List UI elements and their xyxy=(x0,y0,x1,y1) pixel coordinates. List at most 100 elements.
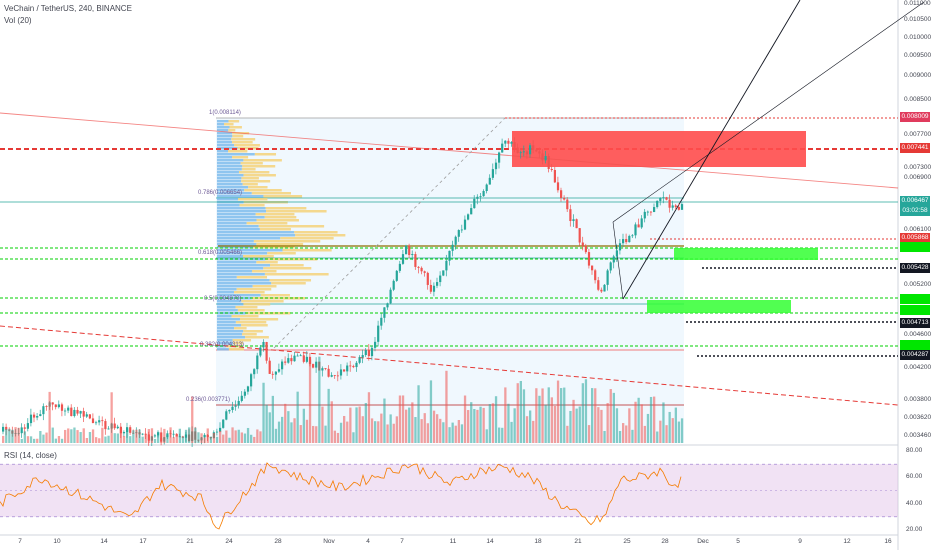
candle-body xyxy=(544,156,547,161)
volume-bar xyxy=(401,395,405,443)
volume-bar xyxy=(268,412,271,443)
volume-profile-bar xyxy=(217,288,237,291)
volume-profile-bar xyxy=(217,270,252,273)
volume-bar xyxy=(222,434,225,443)
volume-profile-bar xyxy=(228,129,236,132)
price-tick-label: 0.006900 xyxy=(904,174,932,181)
candle-body xyxy=(659,197,662,201)
volume-bar xyxy=(33,438,36,443)
candle-body xyxy=(175,433,178,437)
volume-profile-bar xyxy=(217,273,265,276)
volume-bar xyxy=(640,404,643,443)
candle-body xyxy=(231,406,234,410)
volume-bar xyxy=(101,427,104,443)
volume-bar xyxy=(194,427,197,443)
volume-profile-bar xyxy=(217,285,253,288)
volume-profile-bar xyxy=(264,273,329,276)
volume-profile-bar xyxy=(266,210,327,213)
price-tick-label: 0.003620 xyxy=(904,414,932,421)
candle-body xyxy=(259,347,262,356)
candle-body xyxy=(296,355,299,357)
symbol-legend[interactable]: VeChain / TetherUS, 240, BINANCE xyxy=(4,4,132,13)
volume-bar xyxy=(448,427,451,443)
volume-bar xyxy=(532,420,535,443)
candle-body xyxy=(445,260,448,271)
volume-bar xyxy=(253,436,256,443)
fib-level-label: 0.236(0.003771) xyxy=(186,397,231,403)
volume-profile-bar xyxy=(217,219,257,222)
candle-body xyxy=(677,206,680,210)
volume-profile-bar xyxy=(234,144,260,147)
fib-level-label: 0.618(0.005466) xyxy=(198,250,243,256)
volume-bar xyxy=(615,408,619,443)
volume-bar xyxy=(414,417,417,443)
volume-bar xyxy=(290,422,293,443)
volume-bar xyxy=(581,383,584,443)
volume-profile-bar xyxy=(243,174,276,177)
volume-bar xyxy=(622,423,625,443)
volume-bar xyxy=(417,385,420,443)
candle-body xyxy=(256,355,259,370)
volume-profile-bar xyxy=(217,120,229,123)
rsi-legend[interactable]: RSI (14, close) xyxy=(4,451,57,460)
volume-bar xyxy=(11,429,14,443)
volume-profile-bar xyxy=(235,306,258,309)
volume-bar xyxy=(138,429,141,443)
resistance-zone xyxy=(512,131,806,167)
volume-bar xyxy=(135,429,138,443)
volume-bar xyxy=(364,403,367,443)
volume-legend[interactable]: Vol (20) xyxy=(4,16,32,25)
candle-body xyxy=(405,245,408,255)
candle-body xyxy=(448,250,451,261)
volume-bar xyxy=(246,427,250,443)
volume-profile-bar xyxy=(217,228,260,231)
candle-body xyxy=(482,191,485,197)
volume-profile-bar xyxy=(232,339,252,342)
candle-body xyxy=(653,207,656,213)
time-tick-label: 14 xyxy=(100,538,108,545)
candle-body xyxy=(649,211,653,213)
candle-body xyxy=(122,432,126,434)
volume-profile-bar xyxy=(217,162,241,165)
volume-profile-bar xyxy=(243,330,263,333)
candle-body xyxy=(79,411,82,414)
candle-body xyxy=(600,289,603,292)
candle-body xyxy=(67,407,70,411)
volume-bar xyxy=(584,379,588,443)
volume-profile-bar xyxy=(269,279,312,282)
volume-bar xyxy=(95,437,98,443)
volume-bar xyxy=(126,428,129,443)
price-label: 0.005428 xyxy=(900,263,930,273)
volume-profile-bar xyxy=(295,234,346,237)
volume-bar xyxy=(510,421,513,443)
volume-bar xyxy=(73,427,76,443)
candle-body xyxy=(581,242,584,246)
volume-bar xyxy=(377,421,380,443)
volume-profile-bar xyxy=(217,255,244,258)
candle-body xyxy=(665,197,668,200)
volume-bar xyxy=(591,388,594,443)
candle-body xyxy=(411,254,414,256)
volume-bar xyxy=(98,438,101,443)
candle-body xyxy=(222,419,225,428)
candle-body xyxy=(429,284,432,292)
volume-profile-bar xyxy=(256,261,278,264)
price-tick-label: 0.009500 xyxy=(904,52,932,59)
price-tick-label: 0.010000 xyxy=(904,34,932,41)
candle-body xyxy=(172,433,175,435)
candle-body xyxy=(609,262,612,271)
candle-body xyxy=(293,355,296,362)
volume-bar xyxy=(113,433,116,443)
time-tick-label: 5 xyxy=(736,538,740,545)
price-tick-label: 0.011000 xyxy=(904,0,931,7)
candle-body xyxy=(432,285,436,292)
volume-bar xyxy=(646,413,650,443)
volume-profile-bar xyxy=(231,315,259,318)
candle-body xyxy=(423,271,426,273)
volume-profile-bar xyxy=(217,279,270,282)
volume-profile-bar xyxy=(245,336,269,339)
time-tick-label: 14 xyxy=(486,538,494,545)
volume-bar xyxy=(578,406,581,443)
